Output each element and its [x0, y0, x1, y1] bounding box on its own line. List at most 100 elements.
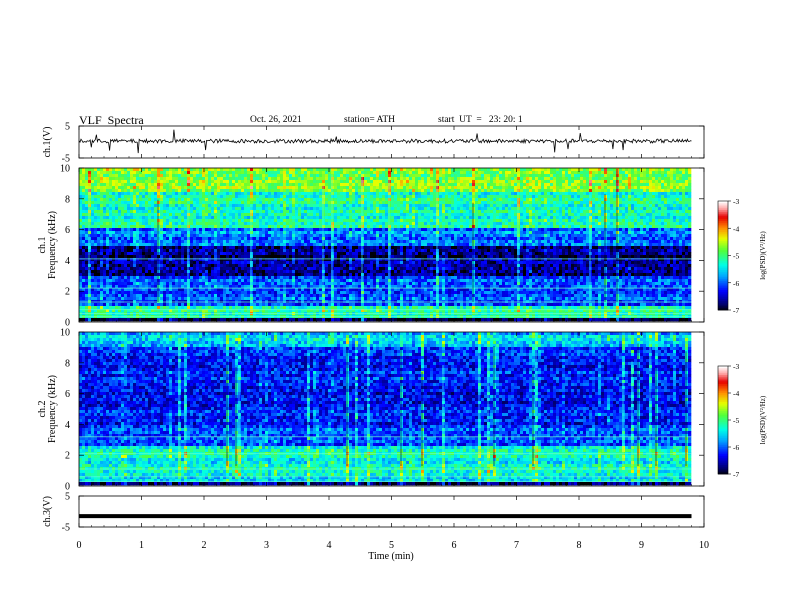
spectrogram-cell — [376, 174, 380, 178]
spectrogram-cell — [529, 228, 533, 232]
spectrogram-cell — [394, 195, 398, 199]
spectrogram-cell — [310, 231, 314, 235]
spectrogram-cell — [205, 204, 209, 208]
spectrogram-cell — [616, 207, 620, 211]
spectrogram-cell — [634, 168, 638, 172]
spectrogram-cell — [163, 183, 167, 187]
spectrogram-cell — [661, 183, 665, 187]
spectrogram-cell — [652, 231, 656, 235]
spectrogram-cell — [631, 216, 635, 220]
spectrogram-cell — [112, 225, 116, 229]
spectrogram-cell — [385, 207, 389, 211]
spectrogram-cell — [235, 234, 239, 238]
spectrogram-cell — [493, 204, 497, 208]
spectrogram-cell — [136, 174, 140, 178]
spectrogram-cell — [130, 207, 134, 211]
spectrogram-cell — [562, 183, 566, 187]
spectrogram-cell — [406, 180, 410, 184]
spectrogram-cell — [145, 177, 149, 181]
spectrogram-cell — [634, 177, 638, 181]
spectrogram-cell — [514, 207, 518, 211]
spectrogram-cell — [247, 207, 251, 211]
spectrogram-cell — [334, 240, 338, 244]
spectrogram-cell — [124, 180, 128, 184]
spectrogram-cell — [679, 177, 683, 181]
spectrogram-cell — [322, 240, 326, 244]
spectrogram-cell — [406, 231, 410, 235]
spectrogram-cell — [199, 192, 203, 196]
spectrogram-cell — [601, 168, 605, 172]
spectrogram-cell — [337, 213, 341, 217]
spectrogram-cell — [607, 189, 611, 193]
spectrogram-cell — [595, 201, 599, 205]
spectrogram-cell — [358, 168, 362, 172]
spectrogram-cell — [559, 213, 563, 217]
spectrogram-cell — [262, 219, 266, 223]
spectrogram-cell — [538, 183, 542, 187]
spectrogram-cell — [214, 177, 218, 181]
spectrogram-cell — [241, 177, 245, 181]
spectrogram-cell — [133, 198, 137, 202]
spectrogram-cell — [193, 177, 197, 181]
spectrogram-cell — [475, 180, 479, 184]
spectrogram-cell — [235, 177, 239, 181]
spectrogram-cell — [139, 201, 143, 205]
spectrogram-cell — [688, 192, 692, 196]
spectrogram-cell — [592, 237, 596, 241]
spectrogram-cell — [433, 216, 437, 220]
spectrogram-cell — [418, 207, 422, 211]
spectrogram-cell — [571, 228, 575, 232]
spectrogram-cell — [181, 216, 185, 220]
spectrogram-cell — [166, 180, 170, 184]
spectrogram-cell — [112, 186, 116, 190]
spectrogram-cell — [367, 207, 371, 211]
spectrogram-cell — [331, 237, 335, 241]
spectrogram-cell — [577, 237, 581, 241]
spectrogram-cell — [487, 234, 491, 238]
spectrogram-cell — [604, 231, 608, 235]
spectrogram-cell — [385, 222, 389, 226]
spectrogram-cell — [301, 171, 305, 175]
spectrogram-cell — [280, 183, 284, 187]
spectrogram-cell — [151, 222, 155, 226]
spectrogram-cell — [235, 222, 239, 226]
spectrogram-cell — [331, 216, 335, 220]
spectrogram-cell — [625, 204, 629, 208]
spectrogram-cell — [421, 228, 425, 232]
spectrogram-cell — [136, 186, 140, 190]
spectrogram-cell — [133, 168, 137, 172]
spectrogram-cell — [202, 237, 206, 241]
spectrogram-cell — [307, 237, 311, 241]
spectrogram-cell — [94, 222, 98, 226]
spectrogram-cell — [367, 186, 371, 190]
spectrogram-cell — [688, 210, 692, 214]
spectrogram-cell — [517, 231, 521, 235]
spectrogram-cell — [670, 234, 674, 238]
spectrogram-cell — [655, 174, 659, 178]
spectrogram-cell — [256, 168, 260, 172]
spectrogram-cell — [346, 201, 350, 205]
spectrogram-cell — [628, 180, 632, 184]
spectrogram-cell — [163, 192, 167, 196]
spectrogram-cell — [187, 204, 191, 208]
spectrogram-cell — [556, 222, 560, 226]
spectrogram-cell — [559, 234, 563, 238]
spectrogram-cell — [259, 234, 263, 238]
spectrogram-cell — [280, 228, 284, 232]
spectrogram-cell — [133, 219, 137, 223]
spectrogram-cell — [493, 192, 497, 196]
spectrogram-cell — [547, 195, 551, 199]
spectrogram-cell — [559, 168, 563, 172]
spectrogram-cell — [493, 201, 497, 205]
spectrogram-cell — [526, 228, 530, 232]
spectrogram-cell — [232, 225, 236, 229]
spectrogram-cell — [496, 219, 500, 223]
spectrogram-cell — [148, 219, 152, 223]
spectrogram-cell — [397, 207, 401, 211]
spectrogram-cell — [85, 174, 89, 178]
spectrogram-cell — [151, 198, 155, 202]
spectrogram-cell — [661, 216, 665, 220]
spectrogram-cell — [145, 225, 149, 229]
spectrogram-cell — [409, 168, 413, 172]
spectrogram-cell — [685, 171, 689, 175]
